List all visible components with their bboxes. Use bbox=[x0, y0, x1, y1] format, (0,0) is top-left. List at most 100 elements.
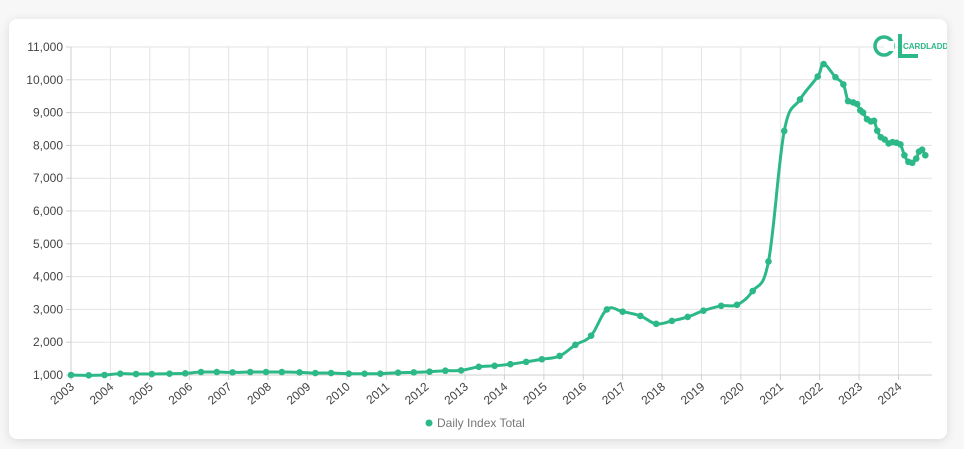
x-tick-label: 2005 bbox=[126, 379, 156, 407]
data-point[interactable] bbox=[918, 146, 926, 153]
x-tick-label: 2020 bbox=[717, 379, 747, 407]
series-line bbox=[69, 62, 927, 377]
y-tick-label: 7,000 bbox=[33, 171, 63, 185]
y-tick-label: 8,000 bbox=[33, 138, 63, 152]
data-point[interactable] bbox=[700, 307, 707, 315]
data-point[interactable] bbox=[181, 370, 189, 377]
data-point[interactable] bbox=[67, 371, 75, 379]
y-tick-label: 10,000 bbox=[26, 73, 63, 87]
data-point[interactable] bbox=[901, 151, 908, 159]
data-point[interactable] bbox=[820, 60, 827, 68]
x-tick-label: 2024 bbox=[875, 379, 905, 407]
legend[interactable]: Daily Index Total bbox=[425, 416, 525, 430]
x-tick-label: 2011 bbox=[363, 379, 392, 407]
data-point[interactable] bbox=[733, 301, 741, 309]
data-point[interactable] bbox=[897, 141, 904, 148]
data-point[interactable] bbox=[278, 368, 286, 376]
data-point[interactable] bbox=[312, 369, 319, 377]
data-point[interactable] bbox=[908, 159, 916, 167]
data-point[interactable] bbox=[538, 355, 546, 363]
data-point[interactable] bbox=[922, 151, 929, 159]
data-point[interactable] bbox=[522, 358, 530, 366]
data-point[interactable] bbox=[426, 368, 433, 376]
data-point[interactable] bbox=[229, 369, 236, 376]
data-point[interactable] bbox=[85, 372, 93, 379]
logo-l-icon bbox=[898, 34, 902, 58]
y-tick-label: 3,000 bbox=[33, 302, 63, 316]
data-point[interactable] bbox=[457, 367, 465, 374]
data-point[interactable] bbox=[491, 362, 498, 370]
x-tick-label: 2015 bbox=[520, 379, 550, 407]
data-point[interactable] bbox=[394, 369, 402, 377]
data-point[interactable] bbox=[619, 308, 626, 315]
index-line-chart: 1,000 2,000 3,000 4,000 5,000 6,000 7,000 8,000… bbox=[26, 34, 947, 430]
data-point[interactable] bbox=[572, 341, 579, 349]
data-point[interactable] bbox=[148, 370, 156, 378]
x-tick-label: 2018 bbox=[639, 379, 669, 407]
data-point[interactable] bbox=[814, 73, 822, 80]
data-point[interactable] bbox=[345, 370, 353, 377]
data-point[interactable] bbox=[132, 370, 140, 378]
brand-logo: CARDLADDER bbox=[873, 34, 947, 58]
data-point[interactable] bbox=[377, 370, 384, 377]
data-point[interactable] bbox=[637, 312, 644, 320]
data-point[interactable] bbox=[912, 155, 920, 162]
data-point[interactable] bbox=[603, 306, 611, 313]
chart-card: 1,000 2,000 3,000 4,000 5,000 6,000 7,000 8,000… bbox=[9, 19, 947, 439]
x-tick-label: 2010 bbox=[323, 379, 353, 407]
data-point[interactable] bbox=[101, 371, 108, 379]
data-point[interactable] bbox=[853, 100, 861, 108]
y-tick-label: 2,000 bbox=[33, 335, 63, 349]
data-point[interactable] bbox=[116, 370, 124, 377]
data-point[interactable] bbox=[507, 360, 514, 368]
x-tick-label: 2022 bbox=[796, 379, 826, 407]
data-point[interactable] bbox=[361, 370, 368, 377]
data-point[interactable] bbox=[442, 367, 449, 375]
data-point[interactable] bbox=[668, 317, 676, 325]
x-tick-label: 2012 bbox=[402, 379, 432, 407]
x-axis-ticks: 2003 2004 2005 2006 2007 2008 2009 2010 2011 2012… bbox=[47, 379, 904, 407]
x-tick-label: 2014 bbox=[481, 379, 511, 407]
data-point[interactable] bbox=[765, 258, 772, 265]
data-point[interactable] bbox=[717, 302, 725, 310]
data-point[interactable] bbox=[870, 117, 878, 125]
data-point[interactable] bbox=[166, 370, 173, 377]
x-tick-label: 2019 bbox=[678, 379, 708, 407]
y-tick-label: 9,000 bbox=[33, 106, 63, 120]
data-point[interactable] bbox=[652, 320, 660, 328]
data-point[interactable] bbox=[587, 332, 595, 339]
data-point[interactable] bbox=[684, 313, 691, 321]
data-point[interactable] bbox=[780, 127, 788, 135]
data-point[interactable] bbox=[213, 368, 221, 376]
data-point[interactable] bbox=[859, 109, 867, 116]
x-tick-label: 2016 bbox=[560, 379, 590, 407]
data-point[interactable] bbox=[556, 352, 563, 360]
y-tick-label: 11,000 bbox=[27, 40, 63, 54]
x-tick-label: 2003 bbox=[47, 379, 77, 407]
y-axis-ticks: 1,000 2,000 3,000 4,000 5,000 6,000 7,000 8,000… bbox=[26, 40, 63, 382]
data-point[interactable] bbox=[327, 369, 335, 377]
grid bbox=[66, 46, 932, 380]
data-point[interactable] bbox=[749, 287, 757, 295]
x-tick-label: 2007 bbox=[205, 379, 235, 407]
legend-marker bbox=[425, 419, 433, 427]
data-point[interactable] bbox=[410, 369, 418, 376]
data-point[interactable] bbox=[832, 73, 839, 81]
y-tick-label: 6,000 bbox=[33, 204, 63, 218]
series-points bbox=[67, 60, 929, 379]
x-tick-label: 2013 bbox=[442, 379, 472, 407]
data-point[interactable] bbox=[262, 368, 270, 376]
x-tick-label: 2008 bbox=[244, 379, 274, 407]
x-tick-label: 2017 bbox=[599, 379, 629, 407]
data-point[interactable] bbox=[873, 127, 881, 134]
data-point[interactable] bbox=[296, 369, 303, 376]
data-point[interactable] bbox=[844, 97, 852, 105]
data-point[interactable] bbox=[796, 96, 804, 103]
data-point[interactable] bbox=[197, 368, 205, 376]
logo-text: CARDLADDER bbox=[903, 42, 947, 51]
data-point[interactable] bbox=[246, 368, 254, 376]
data-point[interactable] bbox=[475, 363, 483, 371]
y-tick-label: 4,000 bbox=[33, 270, 63, 284]
data-point[interactable] bbox=[840, 81, 847, 88]
x-tick-label: 2021 bbox=[757, 379, 787, 407]
